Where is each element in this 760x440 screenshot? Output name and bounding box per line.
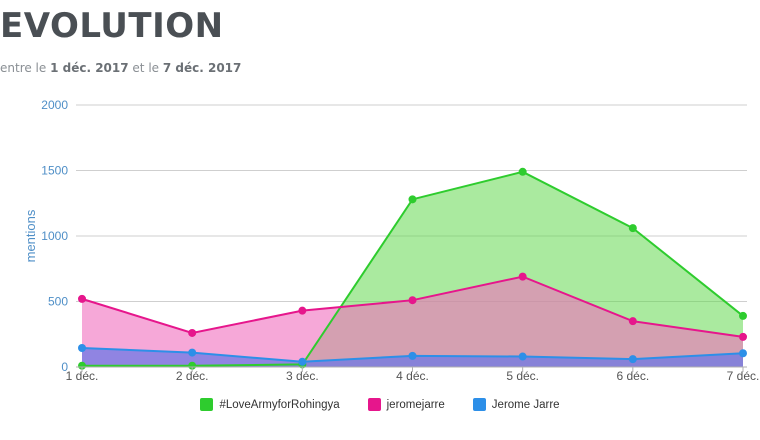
y-tick-label: 0 (61, 360, 68, 374)
legend-item[interactable]: Jerome Jarre (472, 398, 560, 411)
date-range-subtitle: entre le 1 déc. 2017 et le 7 déc. 2017 (0, 61, 241, 75)
data-point (628, 317, 637, 326)
subtitle-prefix: entre le (0, 61, 51, 75)
x-tick-label: 7 déc. (727, 369, 760, 383)
data-point (188, 328, 197, 337)
legend-label: #LoveArmyforRohingya (219, 398, 340, 411)
subtitle-middle: et le (128, 61, 163, 75)
legend-swatch (200, 398, 214, 411)
x-tick-label: 4 déc. (396, 369, 429, 383)
legend-item[interactable]: #LoveArmyforRohingya (200, 398, 340, 411)
page-title: EVOLUTION (0, 6, 224, 46)
y-tick-label: 1000 (41, 229, 68, 243)
data-point (188, 348, 197, 357)
legend-item[interactable]: jeromejarre (367, 398, 445, 411)
data-point (298, 306, 307, 315)
data-point (408, 296, 417, 305)
data-point (739, 332, 747, 341)
data-point (78, 344, 86, 353)
data-point (298, 357, 307, 366)
data-point (739, 311, 747, 320)
data-point (408, 195, 417, 204)
x-tick-label: 2 déc. (176, 369, 209, 383)
y-tick-label: 1500 (41, 164, 68, 178)
legend-swatch (472, 398, 486, 411)
end-date: 7 déc. 2017 (162, 61, 242, 75)
y-axis-label: mentions (23, 209, 38, 262)
data-point (78, 361, 86, 370)
start-date: 1 déc. 2017 (50, 61, 129, 75)
data-point (78, 294, 86, 303)
x-tick-label: 6 déc. (616, 369, 649, 383)
y-tick-label: 500 (48, 295, 68, 309)
data-point (518, 167, 527, 176)
x-tick-label: 3 déc. (286, 369, 319, 383)
legend-label: Jerome Jarre (491, 398, 560, 411)
data-point (739, 349, 747, 358)
data-point (408, 351, 417, 360)
data-point (518, 272, 527, 281)
data-point (518, 352, 527, 361)
legend-swatch (367, 398, 381, 411)
x-tick-label: 1 déc. (66, 369, 99, 383)
data-point (628, 224, 637, 233)
data-point (188, 361, 197, 370)
x-tick-label: 5 déc. (506, 369, 539, 383)
y-tick-label: 2000 (41, 98, 68, 112)
chart-legend: #LoveArmyforRohingya jeromejarre Jerome Ja… (0, 398, 760, 411)
data-point (628, 355, 637, 364)
legend-label: jeromejarre (386, 398, 445, 411)
